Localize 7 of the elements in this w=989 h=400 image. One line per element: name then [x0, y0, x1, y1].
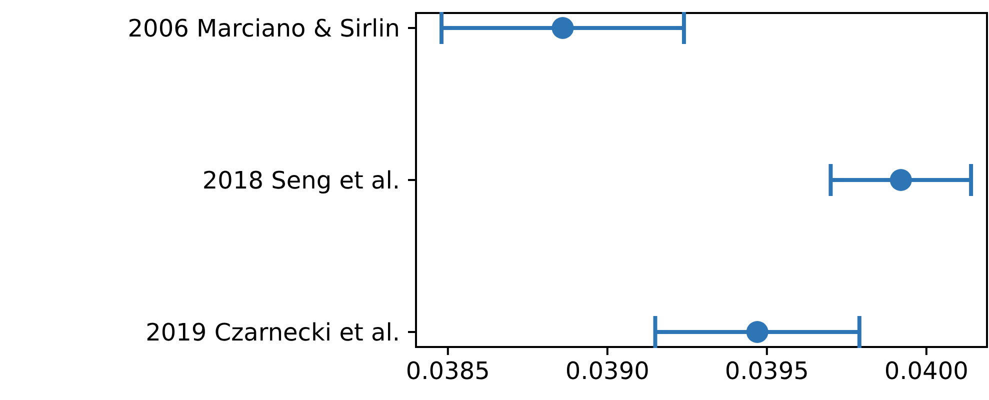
x-tick-label: 0.0385	[406, 357, 490, 385]
y-tick-label: 2006 Marciano & Sirlin	[128, 14, 400, 42]
x-tick-label: 0.0390	[565, 357, 650, 385]
y-tick-label: 2019 Czarnecki et al.	[146, 318, 400, 346]
y-tick-label: 2018 Seng et al.	[202, 166, 400, 194]
x-tick-label: 0.0395	[724, 357, 809, 385]
x-tick-label: 0.0400	[884, 357, 968, 385]
